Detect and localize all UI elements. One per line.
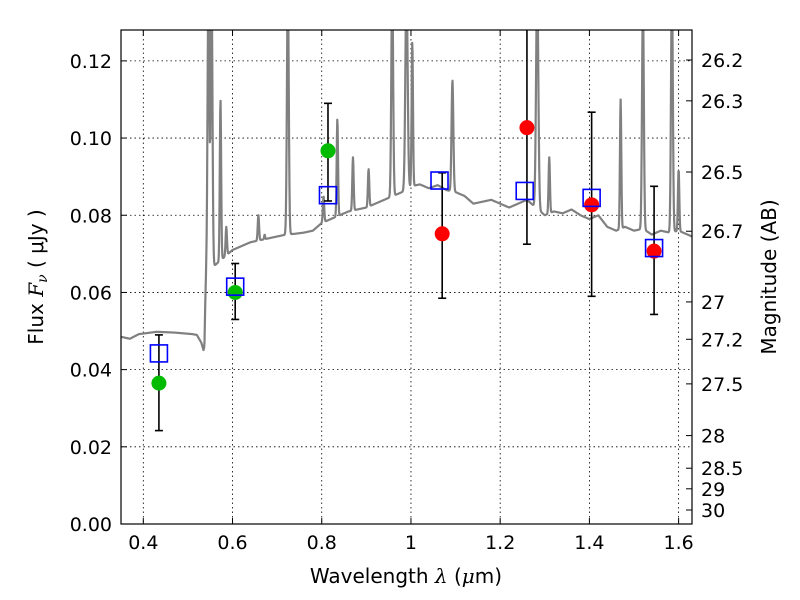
mag-tick-label: 26.7 [701, 221, 743, 243]
model-point [149, 344, 169, 363]
model-point [644, 238, 664, 258]
x-axis-title: Wavelength λ (μm) [310, 564, 502, 588]
x-tick-label: 0.4 [128, 532, 158, 554]
y-tick-label: 0.04 [70, 360, 112, 382]
model-point [225, 277, 245, 296]
data-point [584, 197, 600, 213]
mag-tick-label: 26.5 [701, 162, 743, 184]
x-tick-label: 1.4 [574, 532, 604, 554]
data-point [646, 243, 662, 259]
data-point [519, 120, 535, 136]
y-tick-label: 0.00 [70, 514, 112, 536]
data-point [320, 143, 336, 159]
x-tick-label: 1 [405, 532, 417, 554]
data-point [227, 284, 243, 300]
x-tick-label: 1.2 [485, 532, 515, 554]
mag-tick-label: 27.5 [701, 374, 743, 396]
mag-tick-label: 28 [701, 426, 725, 448]
y2-axis-title: Magnitude (AB) [757, 199, 781, 354]
mag-tick-label: 26.3 [701, 91, 743, 113]
data-point [151, 375, 167, 391]
x-tick-label: 1.6 [664, 532, 694, 554]
y-tick-label: 0.10 [70, 128, 112, 150]
model-point [430, 171, 449, 190]
y-tick-label: 0.02 [70, 437, 112, 459]
mag-tick-label: 27.2 [701, 329, 743, 351]
mag-tick-label: 26.2 [701, 50, 743, 72]
mag-tick-label: 30 [701, 500, 725, 522]
y-tick-label: 0.08 [70, 205, 112, 227]
x-tick-label: 0.6 [217, 532, 247, 554]
data-marks [149, 30, 664, 432]
model-point [318, 185, 338, 205]
template-spectrum [121, 30, 692, 352]
mag-tick-label: 28.5 [701, 458, 743, 480]
y-tick-label: 0.06 [70, 282, 112, 304]
spectrum-line [121, 30, 692, 352]
y-axis-title: Flux Fν ( μJy ) [24, 209, 51, 344]
data-point [434, 226, 450, 242]
x-tick-label: 0.8 [307, 532, 337, 554]
plot-frame [120, 29, 693, 525]
axis-ticks: 0.4 0.6 0.8 1 1.2 1.4 1.6 0.00 0.02 0.04 0.06 0.08 0… [70, 30, 743, 554]
mag-tick-label: 29 [701, 479, 725, 501]
y-tick-label: 0.12 [70, 51, 112, 73]
model-point [582, 188, 601, 208]
model-point [515, 181, 535, 201]
mag-tick-label: 27 [701, 292, 725, 314]
